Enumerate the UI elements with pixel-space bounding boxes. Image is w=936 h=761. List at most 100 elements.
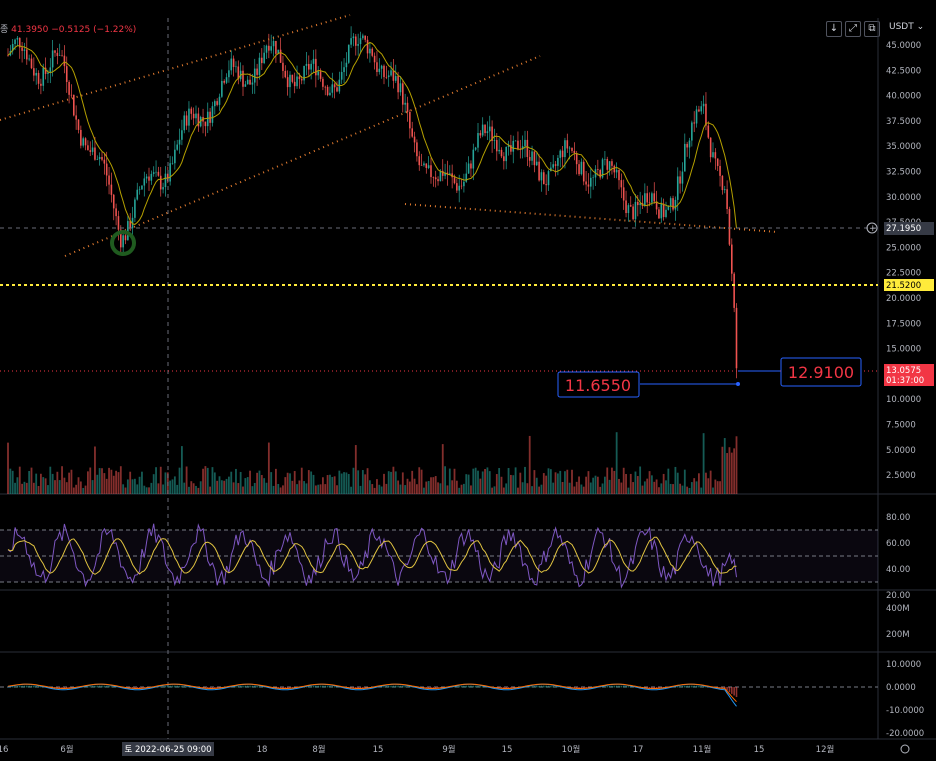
- volume-bar: [293, 471, 296, 494]
- volume-bar: [216, 480, 219, 494]
- volume-bar: [176, 484, 179, 494]
- volume-bar: [526, 483, 529, 494]
- macd-histogram-bar: [169, 685, 171, 688]
- fullscreen-icon[interactable]: ⤢: [845, 21, 861, 37]
- time-tick-label: 8월: [312, 744, 325, 755]
- settings-gear-icon[interactable]: [900, 744, 910, 754]
- measure-low-box[interactable]: [557, 371, 640, 398]
- candle-body: [731, 244, 733, 274]
- candle-body: [181, 130, 183, 140]
- volume-bar: [390, 471, 392, 494]
- volume-bar: [596, 476, 599, 494]
- volume-bar: [575, 481, 578, 494]
- rsi-tick-label: 80.00: [886, 513, 910, 523]
- volume-bar: [545, 475, 548, 494]
- macd-histogram-bar: [430, 687, 432, 689]
- camera-icon[interactable]: ⧉: [864, 21, 880, 37]
- volume-bar: [498, 468, 501, 494]
- currency-selector[interactable]: USDT ⌄: [889, 22, 925, 32]
- volume-bar: [380, 486, 383, 494]
- volume-bar: [155, 467, 157, 494]
- macd-histogram-bar: [557, 686, 559, 688]
- macd-histogram-bar: [526, 686, 529, 688]
- volume-bar: [230, 471, 233, 494]
- macd-histogram-bar: [322, 685, 324, 688]
- macd-histogram-bar: [615, 685, 618, 688]
- volume-bar: [455, 480, 458, 494]
- measure-point[interactable]: [736, 382, 740, 386]
- candle-body: [204, 121, 207, 127]
- candle-body: [159, 175, 162, 190]
- volume-bar: [542, 473, 545, 494]
- candle-body: [152, 172, 155, 174]
- candle-body: [554, 164, 557, 166]
- volume-tick-label: 200M: [886, 630, 910, 640]
- volume-bar: [632, 482, 634, 494]
- volume-bar: [662, 473, 665, 494]
- volume-bar: [49, 466, 52, 494]
- volume-bar: [82, 487, 85, 494]
- volume-bar: [463, 483, 465, 494]
- volume-bar: [608, 479, 611, 494]
- candle-body: [331, 84, 334, 93]
- candle-body: [456, 183, 458, 191]
- volume-bar: [376, 479, 378, 494]
- volume-bar: [735, 436, 738, 494]
- volume-bar: [427, 481, 430, 494]
- volume-bar: [91, 480, 94, 494]
- candle-body: [61, 55, 63, 56]
- volume-bar: [134, 478, 136, 494]
- candle-body: [82, 138, 84, 146]
- rsi-line: [7, 523, 737, 589]
- macd-histogram-bar: [432, 687, 435, 689]
- add-alert-icon[interactable]: [866, 222, 878, 234]
- trendline-upper[interactable]: [0, 14, 351, 121]
- candle-body: [608, 161, 611, 170]
- low-marker-circle[interactable]: [110, 230, 136, 256]
- volume-bar: [587, 471, 590, 494]
- volume-bar: [686, 486, 689, 494]
- candle-body: [169, 163, 171, 182]
- macd-histogram-bar: [33, 685, 35, 688]
- volume-bar: [510, 474, 512, 494]
- macd-histogram-bar: [458, 686, 460, 688]
- macd-histogram-bar: [629, 686, 632, 688]
- macd-histogram-bar: [688, 685, 691, 688]
- symbol-legend: 종 41.3950 −0.5125 (−1.22%): [0, 22, 136, 35]
- candle-body: [606, 159, 609, 170]
- volume-bar: [58, 480, 61, 494]
- candle-body: [660, 203, 663, 219]
- candle-body: [679, 176, 681, 184]
- candle-body: [481, 124, 484, 136]
- volume-bar: [317, 484, 320, 494]
- macd-histogram-bar: [540, 685, 543, 688]
- candle-body: [359, 38, 362, 45]
- volume-bar: [199, 481, 202, 494]
- support-price-tag: [884, 279, 934, 291]
- volume-bar: [693, 478, 696, 494]
- macd-histogram-bar: [174, 685, 176, 688]
- arrow-down-icon[interactable]: ↓: [826, 21, 842, 37]
- volume-bar: [491, 487, 493, 494]
- volume-bar: [730, 452, 733, 494]
- volume-bar: [40, 473, 42, 494]
- macd-histogram-bar: [11, 686, 14, 688]
- candle-body: [18, 37, 21, 48]
- trendline-lower[interactable]: [64, 55, 541, 257]
- volume-bar: [425, 481, 428, 494]
- candle-body: [505, 146, 507, 162]
- candle-body: [592, 177, 594, 179]
- candle-body: [611, 161, 613, 166]
- candle-body: [538, 161, 540, 181]
- macd-histogram-bar: [608, 685, 611, 688]
- measure-high-box[interactable]: [780, 357, 862, 387]
- volume-bar: [303, 481, 305, 494]
- volume-bar: [220, 480, 223, 494]
- candle-body: [378, 68, 381, 72]
- candle-body: [122, 235, 124, 248]
- candle-body: [35, 72, 37, 76]
- volume-bar: [679, 483, 681, 494]
- candle-body: [282, 62, 284, 71]
- macd-histogram-bar: [249, 685, 251, 688]
